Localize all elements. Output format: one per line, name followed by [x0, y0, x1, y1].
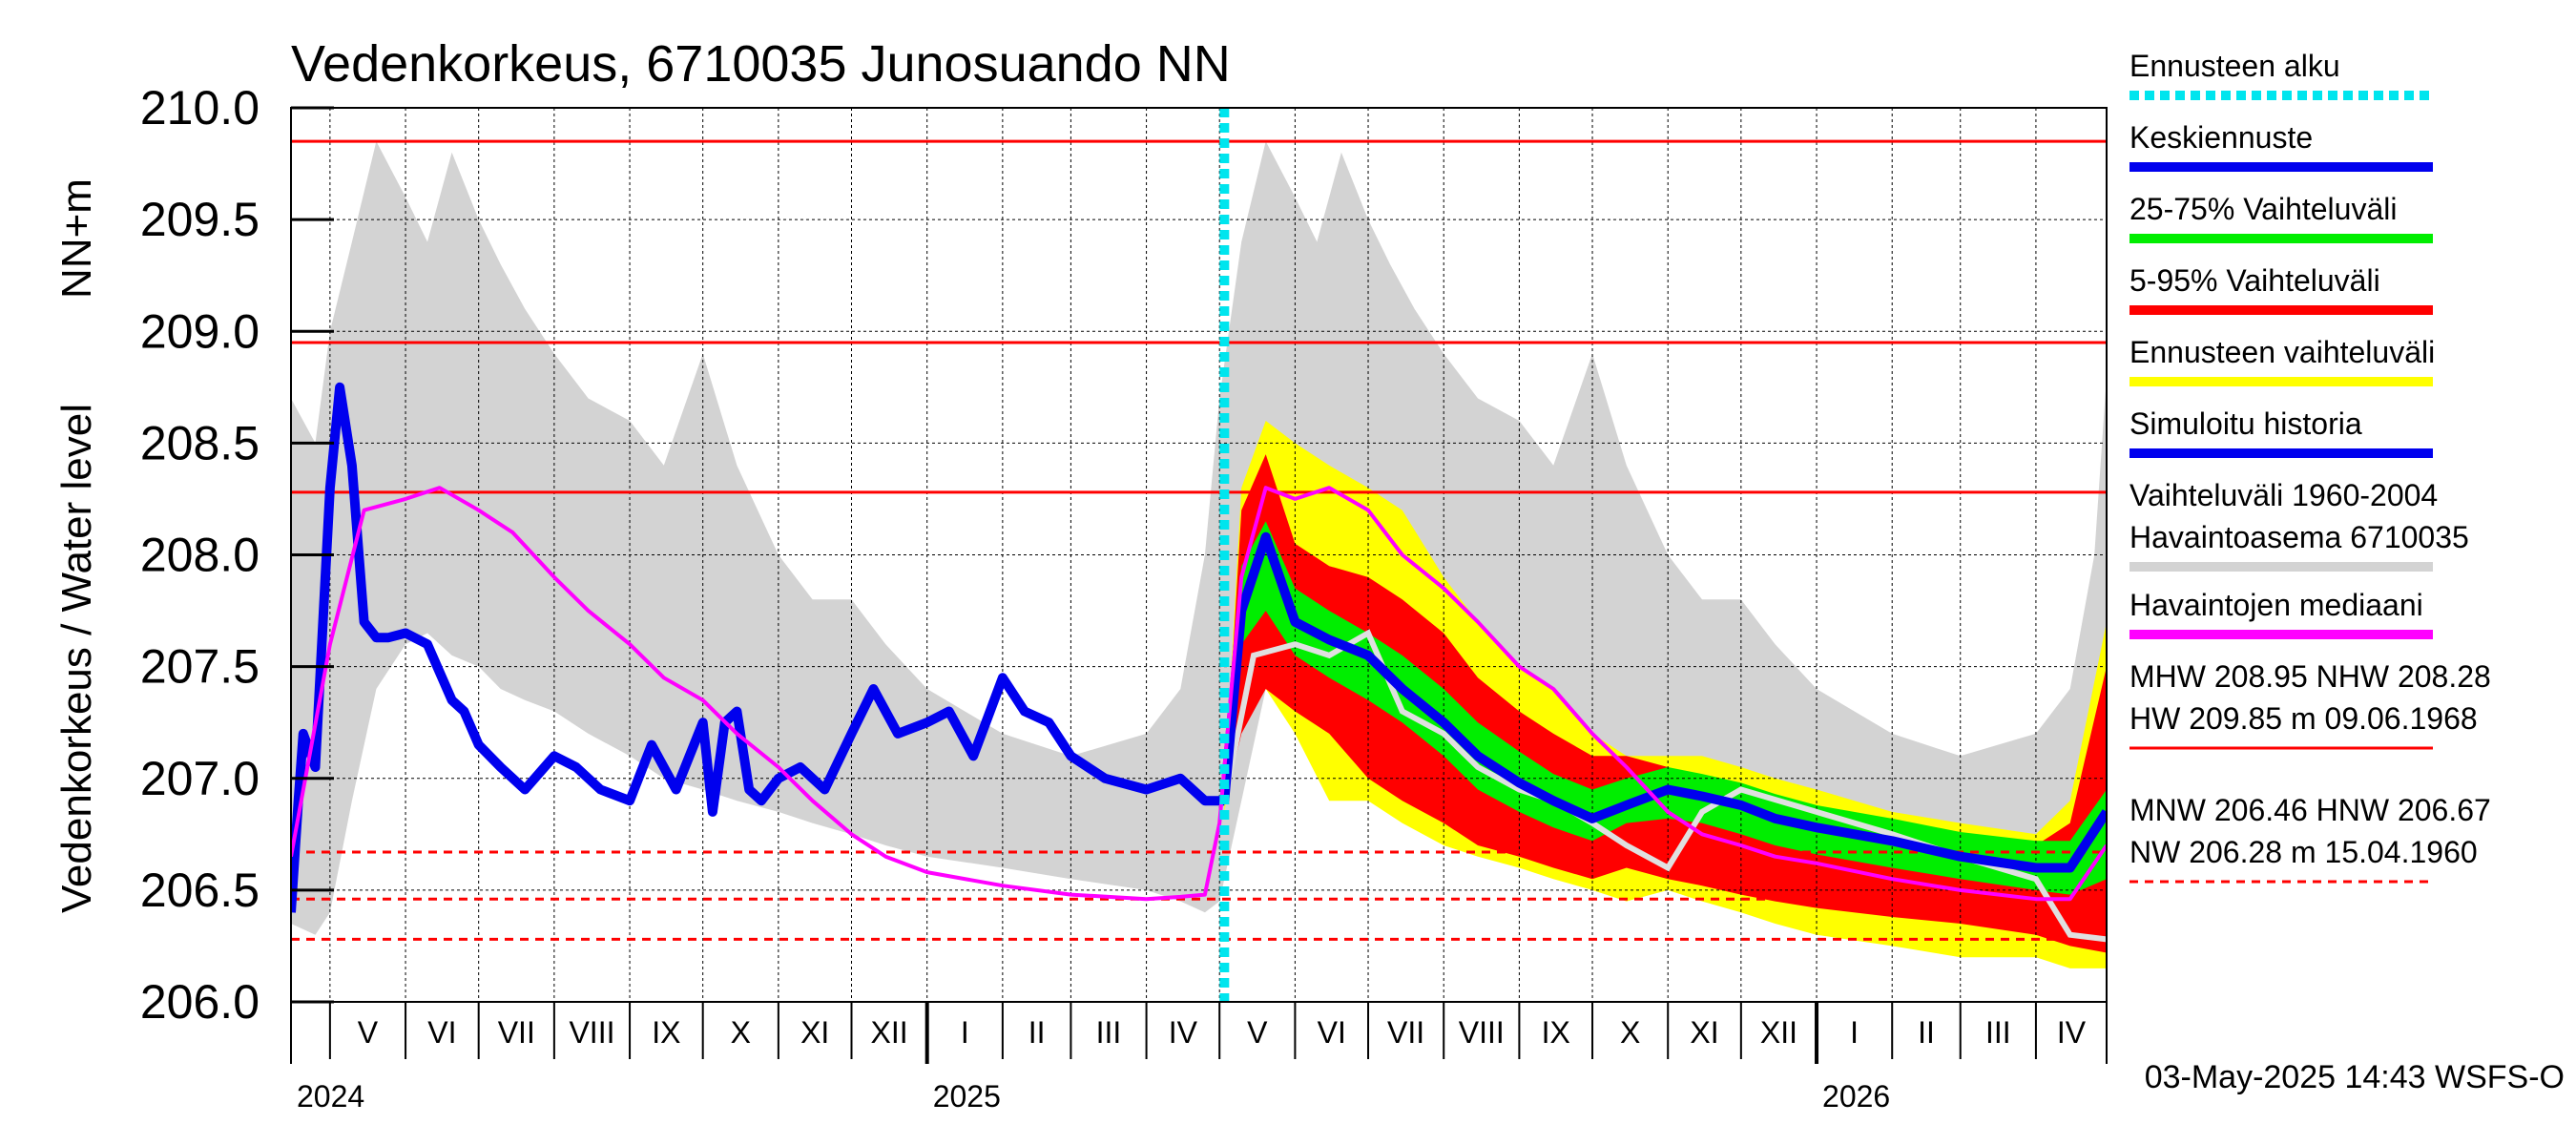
x-tick-label: IX [1542, 1015, 1570, 1050]
y-tick-label: 206.5 [140, 864, 260, 917]
legend-label: Keskiennuste [2129, 120, 2313, 155]
x-tick-label: II [1028, 1015, 1046, 1050]
year-label: 2024 [297, 1079, 364, 1114]
chart-title: Vedenkorkeus, 6710035 Junosuando NN [291, 35, 1231, 93]
x-tick-label: VII [498, 1015, 535, 1050]
stats-line: MNW 206.46 HNW 206.67 [2129, 793, 2491, 827]
legend-label: Havaintojen mediaani [2129, 588, 2423, 622]
x-tick-label: IV [2057, 1015, 2087, 1050]
legend-label: Havaintoasema 6710035 [2129, 520, 2469, 554]
line-keskiennuste [1219, 531, 2107, 873]
x-tick-label: I [961, 1015, 969, 1050]
x-tick-label: III [1985, 1015, 2011, 1050]
x-tick-label: XI [800, 1015, 829, 1050]
y-tick-label: 207.0 [140, 752, 260, 805]
line-havaintojen-mediaani [291, 486, 2107, 902]
x-tick-label: IX [652, 1015, 680, 1050]
legend-label: 5-95% Vaihteluväli [2129, 263, 2380, 298]
x-tick-label: X [1620, 1015, 1640, 1050]
x-tick-label: XII [1760, 1015, 1797, 1050]
y-tick-label: 209.5 [140, 193, 260, 246]
x-tick-label: XI [1690, 1015, 1718, 1050]
x-tick-label: III [1096, 1015, 1122, 1050]
legend-label: Ennusteen vaihteluväli [2129, 335, 2435, 369]
year-label: 2026 [1822, 1079, 1890, 1114]
y-axis-label: Vedenkorkeus / Water level NN+m [53, 178, 100, 913]
legend-label: 25-75% Vaihteluväli [2129, 192, 2397, 226]
y-tick-label: 207.5 [140, 640, 260, 694]
footer-timestamp: 03-May-2025 14:43 WSFS-O [2145, 1059, 2565, 1095]
legend: Ennusteen alku Keskiennuste 25-75% Vaihtel… [2129, 49, 2491, 884]
x-tick-label: VII [1387, 1015, 1424, 1050]
x-tick-label: IV [1169, 1015, 1198, 1050]
x-tick-label: V [1247, 1015, 1268, 1050]
legend-label: Simuloitu historia [2129, 406, 2362, 441]
legend-label: Ennusteen alku [2129, 49, 2340, 83]
x-tick-label: XII [871, 1015, 908, 1050]
y-tick-label: 209.0 [140, 304, 260, 358]
x-tick-label: VI [1318, 1015, 1346, 1050]
y-tick-label: 206.0 [140, 975, 260, 1029]
stats-line: NW 206.28 m 15.04.1960 [2129, 835, 2478, 869]
x-tick-label: V [358, 1015, 379, 1050]
x-tick-label: VIII [569, 1015, 614, 1050]
x-tick-label: VI [427, 1015, 456, 1050]
line-simuloitu-historia [291, 382, 1225, 913]
y-tick-label: 208.0 [140, 529, 260, 582]
stats-line: HW 209.85 m 09.06.1968 [2129, 701, 2478, 736]
legend-label: Vaihteluväli 1960-2004 [2129, 478, 2438, 512]
x-tick-label: VIII [1459, 1015, 1505, 1050]
x-tick-label: I [1850, 1015, 1859, 1050]
y-axis-label-main: Vedenkorkeus / Water level [53, 404, 100, 913]
y-tick-label: 208.5 [140, 416, 260, 469]
y-axis-label-unit: NN+m [53, 178, 100, 299]
x-tick-label: II [1918, 1015, 1935, 1050]
plot-content [291, 108, 2107, 1002]
plot-area: 210.0 209.5 209.0 208.5 208.0 207.5 207.0 206.5… [140, 81, 2108, 1114]
stats-line: MHW 208.95 NHW 208.28 [2129, 659, 2491, 694]
y-tick-label: 210.0 [140, 81, 260, 135]
x-tick-label: X [731, 1015, 751, 1050]
year-label: 2025 [933, 1079, 1001, 1114]
